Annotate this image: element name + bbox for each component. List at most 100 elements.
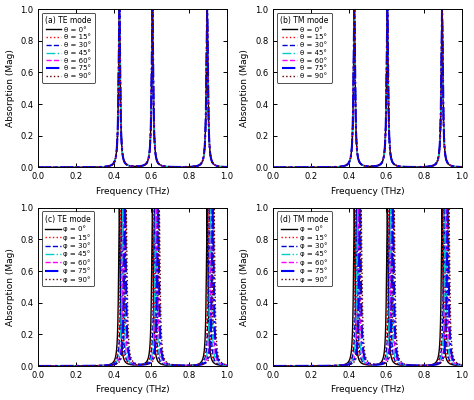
θ = 60°: [459, 165, 465, 170]
φ = 0°: [338, 363, 344, 368]
φ = 90°: [175, 363, 181, 368]
θ = 45°: [185, 164, 191, 169]
φ = 15°: [185, 363, 191, 368]
φ = 90°: [185, 363, 191, 368]
φ = 15°: [338, 363, 344, 368]
Line: θ = 30°: θ = 30°: [38, 9, 227, 167]
Line: θ = 75°: θ = 75°: [273, 9, 462, 167]
φ = 45°: [104, 363, 109, 368]
φ = 30°: [410, 363, 416, 368]
φ = 75°: [410, 363, 416, 368]
φ = 45°: [120, 205, 126, 210]
θ = 30°: [117, 7, 122, 12]
Legend: φ = 0°, φ = 15°, φ = 30°, φ = 45°, φ = 60°, φ = 75°, φ = 90°: φ = 0°, φ = 15°, φ = 30°, φ = 45°, φ = 6…: [277, 211, 332, 286]
θ = 45°: [420, 164, 426, 169]
θ = 60°: [175, 164, 181, 169]
Line: θ = 60°: θ = 60°: [38, 9, 227, 167]
Line: φ = 60°: φ = 60°: [273, 208, 462, 366]
θ = 30°: [36, 165, 41, 170]
φ = 15°: [270, 364, 276, 368]
θ = 15°: [224, 165, 230, 170]
φ = 15°: [459, 363, 465, 368]
Line: φ = 15°: φ = 15°: [38, 208, 227, 366]
θ = 60°: [36, 165, 41, 170]
Line: θ = 15°: θ = 15°: [38, 9, 227, 167]
φ = 0°: [45, 364, 51, 368]
θ = 30°: [351, 7, 357, 12]
φ = 30°: [270, 364, 276, 368]
φ = 60°: [36, 364, 41, 368]
φ = 75°: [147, 360, 153, 365]
φ = 45°: [390, 338, 396, 343]
φ = 60°: [420, 363, 426, 368]
θ = 0°: [155, 161, 161, 166]
φ = 15°: [155, 357, 161, 362]
φ = 75°: [224, 363, 230, 368]
φ = 60°: [104, 363, 109, 368]
φ = 60°: [270, 364, 276, 368]
θ = 15°: [185, 164, 191, 169]
φ = 45°: [355, 205, 361, 210]
θ = 15°: [175, 164, 181, 169]
θ = 15°: [117, 7, 122, 12]
Line: θ = 0°: θ = 0°: [38, 9, 227, 167]
φ = 60°: [175, 363, 181, 368]
θ = 45°: [459, 165, 465, 170]
θ = 75°: [338, 164, 344, 169]
φ = 90°: [36, 364, 41, 368]
θ = 90°: [270, 165, 276, 170]
θ = 15°: [338, 164, 344, 169]
φ = 30°: [155, 351, 161, 356]
φ = 45°: [224, 363, 230, 368]
φ = 15°: [45, 364, 51, 368]
θ = 45°: [270, 165, 276, 170]
φ = 0°: [459, 363, 465, 368]
θ = 90°: [280, 165, 285, 170]
φ = 45°: [147, 359, 153, 364]
φ = 90°: [270, 364, 276, 368]
θ = 60°: [280, 165, 285, 170]
θ = 45°: [117, 7, 122, 12]
φ = 90°: [358, 205, 364, 210]
φ = 90°: [224, 362, 230, 367]
φ = 45°: [175, 363, 181, 368]
θ = 30°: [270, 165, 276, 170]
Line: θ = 0°: θ = 0°: [273, 9, 462, 167]
φ = 60°: [155, 296, 161, 300]
φ = 60°: [382, 360, 388, 365]
θ = 15°: [351, 7, 357, 12]
θ = 75°: [147, 145, 153, 150]
φ = 0°: [351, 205, 357, 210]
θ = 90°: [104, 164, 109, 169]
θ = 90°: [351, 7, 357, 12]
Line: φ = 0°: φ = 0°: [38, 208, 227, 366]
Line: θ = 90°: θ = 90°: [273, 9, 462, 167]
φ = 90°: [280, 364, 285, 368]
θ = 90°: [338, 164, 344, 169]
φ = 15°: [382, 353, 388, 358]
φ = 15°: [353, 205, 358, 210]
θ = 0°: [147, 145, 153, 150]
φ = 60°: [224, 363, 230, 368]
φ = 60°: [459, 363, 465, 368]
φ = 30°: [420, 363, 426, 368]
φ = 45°: [338, 363, 344, 368]
θ = 15°: [147, 145, 153, 150]
φ = 0°: [36, 364, 41, 368]
φ = 0°: [224, 363, 230, 368]
θ = 15°: [45, 165, 51, 170]
θ = 0°: [410, 164, 416, 169]
θ = 0°: [382, 145, 388, 150]
φ = 45°: [459, 363, 465, 368]
φ = 30°: [104, 363, 109, 368]
φ = 60°: [45, 364, 51, 368]
φ = 60°: [280, 364, 285, 368]
θ = 75°: [224, 165, 230, 170]
θ = 0°: [104, 164, 109, 169]
φ = 90°: [459, 362, 465, 367]
θ = 0°: [459, 165, 465, 170]
X-axis label: Frequency (THz): Frequency (THz): [331, 187, 404, 196]
θ = 30°: [338, 164, 344, 169]
θ = 90°: [224, 165, 230, 170]
φ = 75°: [280, 364, 285, 368]
